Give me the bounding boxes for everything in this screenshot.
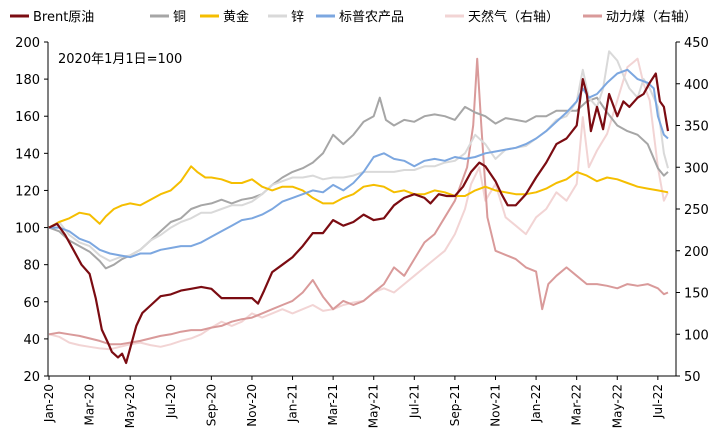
y-right-tick-label: 300 (684, 161, 709, 176)
y-left-tick-label: 120 (15, 184, 40, 199)
x-tick-label: May-22 (610, 384, 624, 428)
x-tick-label: Nov-20 (245, 384, 259, 427)
y-right-tick-label: 400 (684, 78, 709, 93)
series-line (48, 165, 669, 229)
y-left-tick-label: 40 (23, 333, 40, 348)
y-left-tick-label: 140 (15, 147, 40, 162)
x-tick-label: Jan-22 (529, 384, 543, 423)
y-right-tick-label: 450 (684, 36, 709, 51)
x-tick-label: Jul-20 (164, 384, 178, 419)
y-right-tick-label: 150 (684, 287, 709, 302)
chart-annotation: 2020年1月1日=100 (58, 52, 182, 67)
y-left-tick-label: 100 (15, 222, 40, 237)
x-tick-label: Mar-22 (570, 384, 584, 425)
series-line (48, 57, 669, 346)
y-right-tick-label: 100 (684, 328, 709, 343)
x-tick-label: May-20 (123, 384, 137, 428)
x-tick-label: Sep-20 (204, 384, 218, 426)
legend-label: Brent原油 (33, 10, 94, 25)
y-left-tick-label: 160 (15, 110, 40, 125)
y-right-tick-label: 350 (684, 120, 709, 135)
x-tick-label: Jul-21 (407, 384, 421, 419)
series-line (48, 50, 669, 262)
y-right-tick-label: 200 (684, 245, 709, 260)
x-tick-label: Sep-21 (448, 384, 462, 426)
y-left-tick-label: 180 (15, 73, 40, 88)
y-right-tick-label: 50 (684, 370, 701, 385)
series-line (48, 96, 669, 270)
series-layer (48, 50, 670, 365)
x-tick-label: Mar-21 (326, 384, 340, 425)
legend-label: 动力煤（右轴） (606, 10, 697, 25)
x-tick-label: Jan-21 (286, 384, 300, 423)
y-left-tick-label: 200 (15, 36, 40, 51)
y-right-tick-label: 250 (684, 203, 709, 218)
legend-label: 黄金 (223, 9, 249, 25)
x-tick-label: May-21 (367, 384, 381, 428)
legend-label: 天然气（右轴） (468, 9, 559, 25)
y-left-tick-label: 20 (23, 370, 40, 385)
x-tick-label: Nov-21 (488, 384, 502, 427)
y-left-tick-label: 80 (23, 259, 40, 274)
legend-label: 铜 (173, 10, 186, 25)
axes: 20 40 60 80 100 120 140 160 180 200 50 100 150 200 250… (15, 36, 709, 428)
x-tick-label: Jul-22 (651, 384, 665, 419)
x-tick-label: Jan-20 (42, 384, 56, 423)
legend-label: 锌 (291, 10, 304, 25)
series-line (49, 68, 669, 259)
series-line (48, 57, 669, 351)
legend: Brent原油 铜 黄金 锌 标普农产品 天然气（右轴） 动力煤（右轴） (10, 9, 697, 25)
y-left-tick-label: 60 (23, 296, 40, 311)
series-line (48, 72, 670, 365)
x-tick-label: Mar-20 (83, 384, 97, 425)
legend-label: 标普农产品 (339, 10, 404, 25)
